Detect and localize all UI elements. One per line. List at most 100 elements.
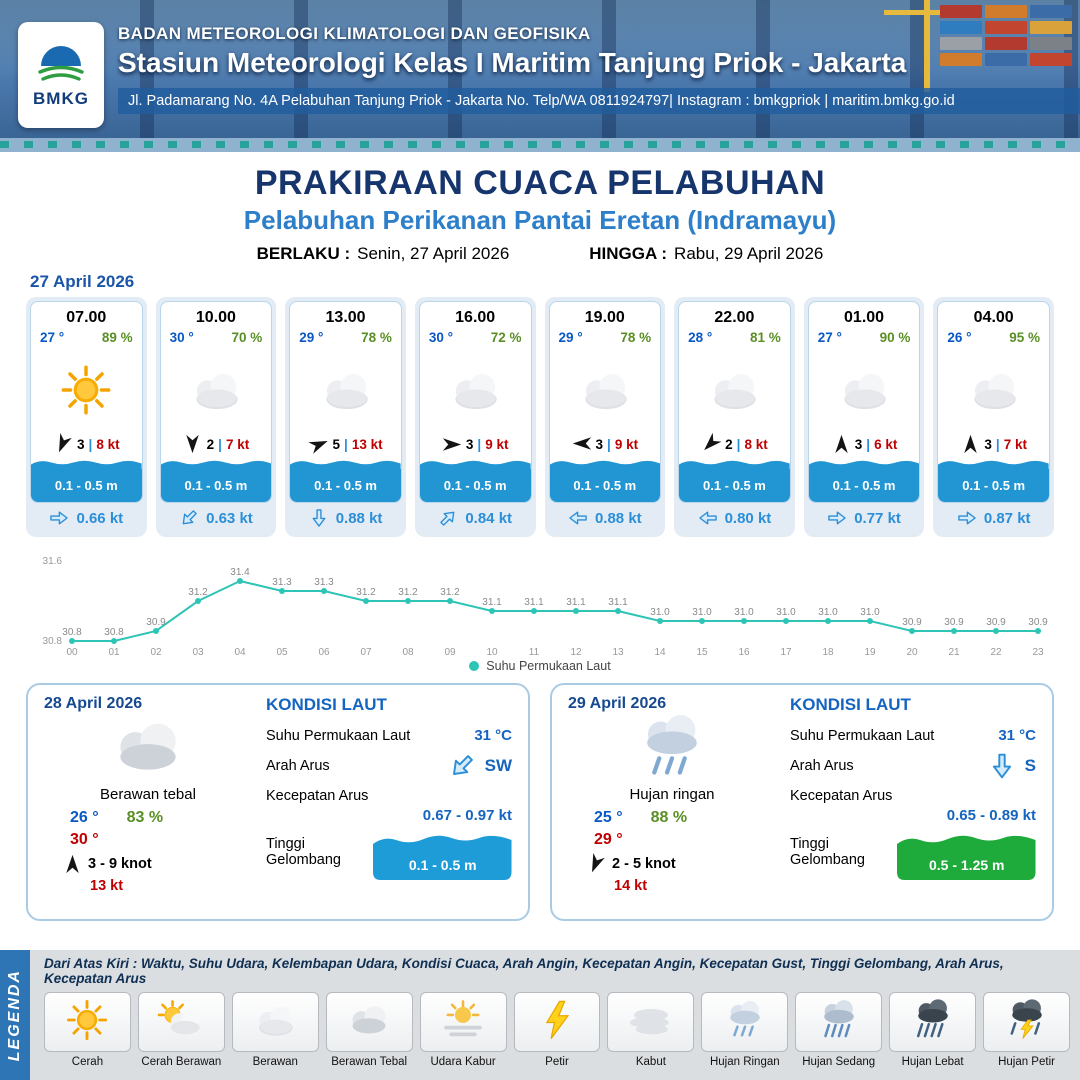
forecast-time: 04.00 (973, 309, 1014, 326)
wave-height-value: 0.1 - 0.5 m (160, 469, 272, 502)
station-address: Jl. Padamarang No. 4A Pelabuhan Tanjung … (118, 88, 1080, 114)
weather-icon (809, 345, 920, 434)
daily-temps: 25 ° 29 ° 88 % (594, 809, 776, 849)
forecast-card: 01.00 27 ° 90 % 3 | 6 kt 0.1 - 0.5 m (807, 301, 921, 503)
forecast-time: 13.00 (325, 309, 366, 326)
wave-height-value: 0.1 - 0.5 m (808, 469, 920, 502)
wind-speed: 9 kt (485, 436, 509, 452)
valid-from: BERLAKU : Senin, 27 April 2026 (257, 244, 510, 264)
forecast-card: 22.00 28 ° 81 % 2 | 8 kt 0.1 - 0.5 m (678, 301, 791, 503)
current-direction-label: Arah Arus (790, 758, 854, 774)
current-speed: 0.84 kt (465, 509, 513, 527)
legend-weather-icon (1000, 998, 1054, 1046)
daily-weather-icon (624, 713, 720, 786)
current-direction-icon (442, 746, 482, 786)
svg-text:09: 09 (444, 647, 456, 657)
forecast-time: 22.00 (714, 309, 755, 326)
header-text: BADAN METEOROLOGI KLIMATOLOGI DAN GEOFIS… (118, 24, 1080, 114)
forecast-slot: 16.00 30 ° 72 % 3 | 9 kt 0.1 - 0.5 m 0.8… (414, 297, 536, 537)
svg-text:13: 13 (612, 647, 624, 657)
current-row: 0.66 kt (30, 503, 143, 533)
legend-item: Berawan (231, 992, 319, 1068)
forecast-slot: 19.00 29 ° 78 % 3 | 9 kt 0.1 - 0.5 m 0.8… (544, 297, 666, 537)
svg-text:31.2: 31.2 (188, 587, 208, 598)
wind-direction-icon (50, 431, 76, 457)
wind-row: 3 | 6 kt (809, 434, 920, 454)
svg-text:31.3: 31.3 (314, 577, 334, 588)
current-row: 0.63 kt (160, 503, 273, 533)
legend-weather-icon (154, 999, 208, 1046)
wind-row: 3 | 8 kt (31, 431, 142, 457)
valid-to: HINGGA : Rabu, 29 April 2026 (589, 244, 823, 264)
current-direction-icon (49, 508, 69, 528)
air-temperature: 28 ° (688, 330, 713, 345)
svg-text:31.2: 31.2 (356, 587, 376, 598)
sst-value: 31 °C (998, 727, 1036, 744)
svg-text:11: 11 (529, 647, 540, 657)
wind-speed: 7 kt (225, 436, 250, 452)
air-temperature: 30 ° (169, 330, 194, 345)
separator: | (218, 436, 222, 452)
legend-item-label: Hujan Lebat (901, 1056, 964, 1068)
current-direction-value: S (1024, 756, 1036, 775)
legend-item: Cerah Berawan (137, 992, 225, 1068)
wave-height-band: 0.1 - 0.5 m (549, 458, 661, 502)
svg-text:05: 05 (276, 647, 288, 657)
port-illustration (0, 0, 1080, 152)
weather-icon (161, 345, 272, 434)
current-speed-row: Kecepatan Arus (790, 788, 1036, 804)
valid-from-value: Senin, 27 April 2026 (357, 244, 510, 263)
forecast-time: 16.00 (455, 309, 496, 326)
wind-direction-icon (305, 431, 331, 457)
wind-direction-icon (960, 434, 980, 454)
legend-item-label: Hujan Sedang (802, 1056, 876, 1068)
legend-item: Hujan Sedang (795, 992, 883, 1068)
wind-force: 2 (206, 436, 215, 452)
wave-height-box: 0.1 - 0.5 m (373, 828, 512, 880)
svg-text:20: 20 (906, 647, 918, 657)
separator: | (88, 436, 93, 452)
current-row: 0.87 kt (937, 503, 1050, 533)
svg-text:30.9: 30.9 (986, 617, 1006, 628)
forecast-slot: 07.00 27 ° 89 % 3 | 8 kt 0.1 - 0.5 m 0.6… (26, 297, 147, 537)
legend-item: Hujan Ringan (701, 992, 789, 1068)
legend-weather-icon (906, 998, 960, 1046)
forecast-slot: 04.00 26 ° 95 % 3 | 7 kt 0.1 - 0.5 m 0.8… (933, 297, 1054, 537)
wind-direction-icon (62, 854, 82, 874)
wind-range: 3 - 9 knot (88, 856, 152, 872)
current-speed: 0.63 kt (206, 509, 253, 527)
current-direction-icon (957, 508, 977, 528)
current-direction-row: Arah Arus S (790, 752, 1036, 780)
current-speed-value: 0.65 - 0.89 kt (946, 807, 1036, 824)
forecast-date: 27 April 2026 (30, 272, 135, 291)
current-speed: 0.66 kt (76, 509, 124, 527)
legend-weather-icon (342, 999, 396, 1046)
sst-value: 31 °C (474, 727, 512, 744)
legend-icon-card (889, 992, 977, 1052)
svg-text:16: 16 (738, 647, 750, 657)
current-speed: 0.87 kt (983, 509, 1031, 527)
legend-icon-card (795, 992, 883, 1052)
legend-items: Cerah Cerah Berawan Berawan Berawan Teba… (34, 988, 1080, 1068)
humidity: 81 % (749, 330, 781, 345)
forecast-card: 10.00 30 ° 70 % 2 | 7 kt 0.1 - 0.5 m (159, 301, 273, 503)
air-temperature: 29 ° (558, 330, 583, 345)
svg-text:30.8: 30.8 (104, 627, 124, 638)
agency-name: BADAN METEOROLOGI KLIMATOLOGI DAN GEOFIS… (118, 24, 591, 43)
legend-item-label: Cerah Berawan (141, 1056, 222, 1068)
current-row: 0.77 kt (808, 503, 921, 533)
temp-min: 25 ° (594, 809, 623, 826)
wind-force: 3 (595, 436, 604, 452)
temp-humidity-row: 30 ° 72 % (420, 327, 531, 345)
wind-speed: 7 kt (1003, 436, 1027, 452)
legend-weather-icon (436, 999, 490, 1046)
humidity: 90 % (879, 330, 911, 345)
temp-humidity-row: 27 ° 89 % (31, 327, 142, 345)
legend-item-label: Berawan Tebal (331, 1056, 408, 1068)
wind-force: 2 (725, 436, 733, 452)
weather-icon (938, 345, 1049, 434)
current-direction-value: SW (484, 756, 512, 775)
wave-height-value: 0.1 - 0.5 m (938, 469, 1049, 502)
wave-height-value: 0.1 - 0.5 m (290, 469, 401, 502)
svg-text:31.1: 31.1 (524, 597, 544, 608)
